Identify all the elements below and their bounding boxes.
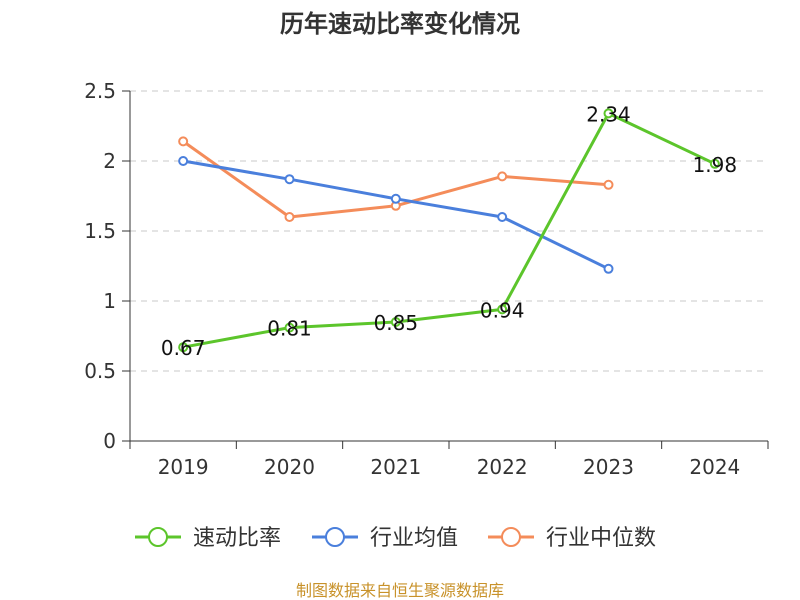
y-tick-label: 1 — [103, 289, 116, 313]
data-label: 0.67 — [161, 336, 206, 360]
y-tick-label: 2.5 — [84, 79, 116, 103]
y-tick-label: 0 — [103, 429, 116, 453]
series-1-point — [284, 174, 295, 185]
series-0-point — [390, 317, 401, 327]
axes: 0 0.5 1 1.5 2 2.5 2019 2020 2021 2022 2023 2024 — [84, 79, 769, 479]
legend-label: 行业中位数 — [546, 526, 656, 551]
x-tick-label: 2019 — [158, 455, 209, 479]
series-2-point — [603, 179, 614, 190]
series-2-point — [284, 212, 295, 222]
x-tick-label: 2021 — [370, 455, 421, 479]
series-1-point — [390, 193, 401, 204]
y-tick-label: 2 — [103, 149, 116, 173]
grid-lines — [130, 90, 768, 372]
data-label: 1.98 — [693, 153, 738, 177]
data-label: 2.34 — [586, 102, 631, 126]
legend-swatch-marker — [501, 527, 521, 547]
y-tick-label: 0.5 — [84, 359, 116, 383]
y-tick-label: 1.5 — [84, 219, 116, 243]
x-tick-label: 2023 — [583, 455, 634, 479]
legend: 速动比率 行业均值 行业中位数 — [135, 526, 656, 551]
legend-label: 行业均值 — [370, 526, 458, 551]
series-0-point — [603, 108, 614, 119]
series-1-point — [497, 212, 508, 222]
legend-swatch-marker — [325, 527, 345, 547]
series-2-point — [178, 136, 189, 147]
series-1-point — [178, 156, 189, 166]
series-0-point — [178, 342, 189, 353]
data-label: 0.94 — [480, 298, 525, 322]
x-tick-label: 2020 — [264, 455, 315, 479]
series-0-point — [709, 158, 720, 169]
series-0-point — [497, 304, 508, 315]
series-0-point — [284, 322, 295, 333]
legend-label: 速动比率 — [193, 526, 281, 551]
legend-swatch-marker — [148, 527, 168, 547]
chart-title: 历年速动比率变化情况 — [280, 10, 520, 38]
series-2-point — [497, 171, 508, 182]
series-line-0 — [182, 111, 716, 349]
data-labels: 0.67 0.81 0.85 0.94 2.34 1.98 — [161, 102, 737, 360]
x-tick-label: 2022 — [477, 455, 528, 479]
series-line-1 — [182, 159, 610, 271]
source-note: 制图数据来自恒生聚源数据库 — [296, 581, 504, 600]
x-tick-label: 2024 — [689, 455, 740, 479]
series-layer — [178, 108, 720, 353]
data-label: 0.85 — [374, 311, 419, 335]
data-label: 0.81 — [267, 317, 312, 341]
series-1-point — [603, 263, 614, 274]
